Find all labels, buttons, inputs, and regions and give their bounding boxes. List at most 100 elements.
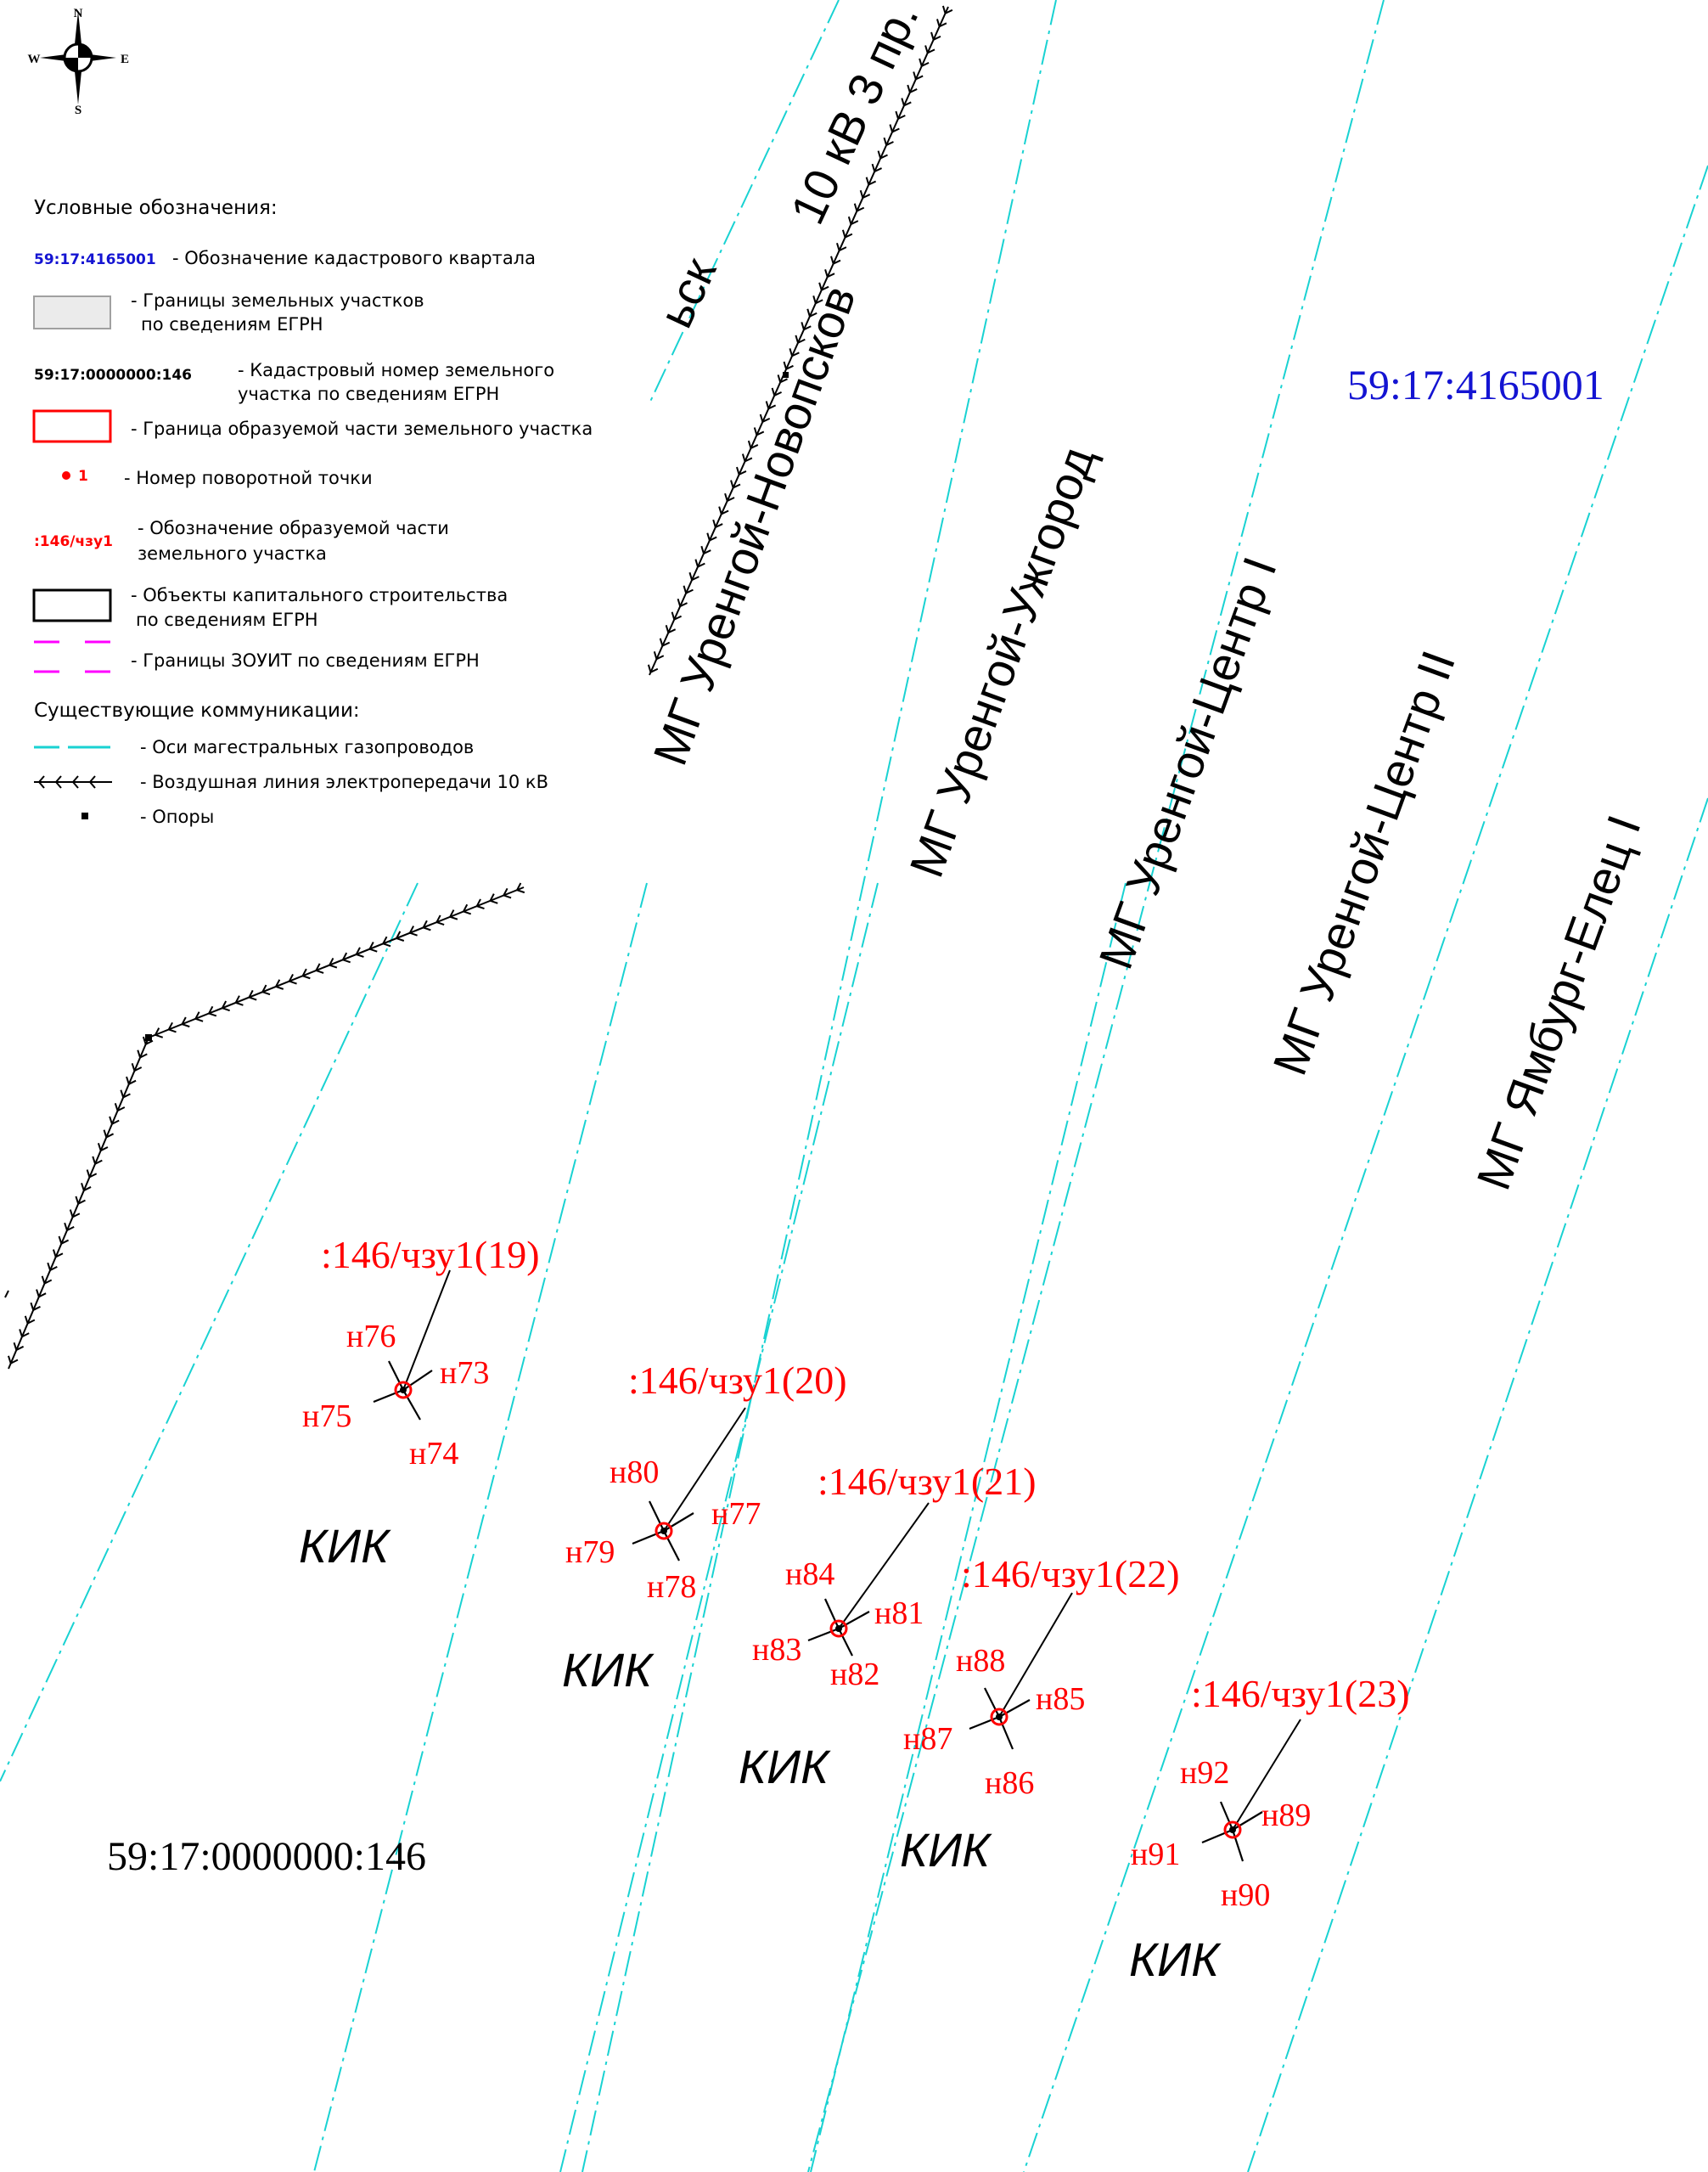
powerline-10kv xyxy=(4,5,953,1370)
powerline-tick xyxy=(683,585,694,594)
powerline-tick xyxy=(64,1222,75,1232)
turning-point-label: н76 xyxy=(346,1319,396,1354)
legend-text: - Номер поворотной точки xyxy=(124,468,373,488)
powerline-tick xyxy=(30,1302,41,1312)
turning-point-label: н78 xyxy=(647,1569,696,1605)
powerline-tick xyxy=(97,1142,109,1152)
powerline-tick xyxy=(314,963,324,974)
turning-point-label: н81 xyxy=(874,1595,924,1631)
legend-text: по сведениям ЕГРН xyxy=(141,314,323,335)
powerline-tick xyxy=(936,19,947,28)
powerline-tick xyxy=(422,920,431,931)
powerline-tick xyxy=(919,58,930,68)
pipeline-label: МГ Уренгой-Центр II xyxy=(1262,644,1465,1082)
legend-text: - Граница образуемой части земельного уч… xyxy=(131,419,593,439)
turning-point-label: н91 xyxy=(1131,1837,1180,1872)
powerline-tick xyxy=(806,308,817,318)
powerline-tick xyxy=(801,322,812,331)
legend-text: - Воздушная линия электропередачи 10 кВ xyxy=(140,772,548,792)
legend-code-parcel: 59:17:0000000:146 xyxy=(34,367,192,384)
powerline-tick xyxy=(81,1182,92,1192)
powerline-tick xyxy=(730,480,741,489)
powerline-tick xyxy=(234,995,244,1006)
turning-point-label: н74 xyxy=(409,1436,458,1471)
powerline-tick xyxy=(883,137,894,147)
powerline-tick xyxy=(462,903,472,915)
powerline-tick xyxy=(288,973,297,985)
powerline-tick xyxy=(712,519,723,529)
legend-symbol-turning-point xyxy=(62,471,70,480)
powerline-tick xyxy=(771,387,783,397)
powerline-tick xyxy=(741,453,753,463)
legend-symbol-parcel-border xyxy=(33,295,111,329)
powerline-tick xyxy=(789,348,800,357)
powerline-tick xyxy=(154,1027,164,1038)
land-part-19: :146/чзу1(19) н73 н74 н75 н76 xyxy=(302,1233,540,1471)
powerline-tick xyxy=(120,1089,131,1099)
legend: Условные обозначения: 59:17:4165001 - Об… xyxy=(32,197,593,827)
pipeline-label: МГ Уренгой-Центр I xyxy=(1088,550,1287,976)
powerline-tick xyxy=(515,882,525,894)
powerline-tick xyxy=(924,45,935,54)
pipeline-axis xyxy=(1023,165,1708,2172)
powerline-tick xyxy=(783,361,794,371)
turning-point-label: н77 xyxy=(711,1496,761,1532)
powerline-tick xyxy=(700,545,711,555)
powerline-tick xyxy=(58,1235,70,1246)
powerline-tick xyxy=(877,150,888,160)
powerline-tick xyxy=(13,1342,25,1352)
powerline-label: 10 кВ 3 пр. xyxy=(780,0,929,232)
powerline-tick xyxy=(706,532,717,542)
legend-code-part: :146/чзу1 xyxy=(34,533,113,550)
turning-point-label: н73 xyxy=(440,1355,489,1391)
pipeline-axis xyxy=(807,0,1385,2172)
land-part-20: :146/чзу1(20) н77 н78 н79 н80 xyxy=(565,1359,847,1605)
powerline-tick xyxy=(19,1329,30,1338)
powerline-tick xyxy=(907,84,918,94)
turning-point-label: н88 xyxy=(956,1643,1005,1679)
powerline-tick xyxy=(86,1169,98,1179)
turning-point-label: н85 xyxy=(1036,1681,1085,1717)
compass-n: N xyxy=(74,7,83,20)
pipeline-axis xyxy=(810,882,1126,2172)
turning-point-label: н87 xyxy=(903,1721,952,1757)
powerline-tick xyxy=(142,1036,154,1046)
legend-symbol-pole xyxy=(81,813,88,819)
powerline-tick xyxy=(274,979,284,990)
powerline-tick xyxy=(824,269,835,279)
powerline-tick xyxy=(724,492,735,503)
turning-point-label: н84 xyxy=(785,1556,834,1592)
powerline-tick xyxy=(818,282,829,292)
powerline-tick xyxy=(889,124,900,133)
powerline-tick xyxy=(865,177,877,186)
kik-label: КИК xyxy=(739,1740,831,1793)
powerline-tick xyxy=(75,1196,86,1206)
quarter-label: 59:17:4165001 xyxy=(1347,361,1604,408)
powerline-tick xyxy=(759,414,771,424)
powerline-tick xyxy=(859,189,871,200)
powerline-tick xyxy=(207,1005,217,1017)
legend-code-quarter: 59:17:4165001 xyxy=(34,251,156,268)
powerline-tick xyxy=(653,651,665,661)
powerline-tick xyxy=(502,887,512,899)
pipeline-axis xyxy=(649,0,840,404)
kik-label: КИК xyxy=(299,1519,391,1573)
legend-text: - Обозначение образуемой части xyxy=(138,518,449,538)
powerline-tick xyxy=(489,893,498,904)
powerline-tick xyxy=(841,229,853,239)
powerline-tick xyxy=(69,1209,81,1218)
powerline-tick xyxy=(448,909,458,920)
pipeline-label: МГ Ямбург-Елец I xyxy=(1466,808,1651,1196)
powerline-tick xyxy=(853,203,865,212)
legend-text: - Кадастровый номер земельного xyxy=(238,360,554,380)
legend-text: участка по сведениям ЕГРН xyxy=(238,384,499,404)
legend-text: - Объекты капитального строительства xyxy=(131,585,508,605)
powerline-tick xyxy=(328,958,338,969)
legend-subtitle: Существующие коммуникации: xyxy=(34,700,360,722)
powerline-tick xyxy=(694,559,705,568)
kik-label: КИК xyxy=(900,1823,992,1877)
powerline-tick xyxy=(341,952,351,964)
powerline-tick xyxy=(871,163,883,173)
turning-point-label: н79 xyxy=(565,1534,615,1570)
powerline-tick xyxy=(941,5,953,15)
